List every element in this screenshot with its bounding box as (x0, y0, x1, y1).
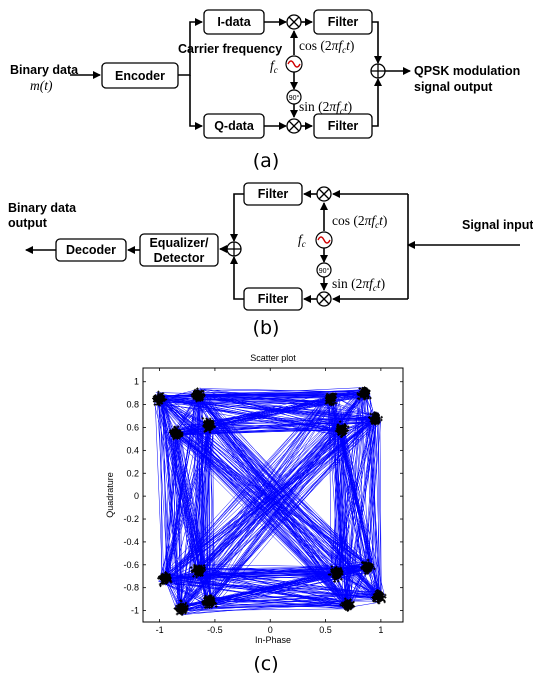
cluster-9 (157, 571, 173, 588)
diagram-b: Binary data output Filter Filter Signal … (8, 182, 533, 339)
cluster-8 (368, 411, 383, 426)
cluster-2 (190, 387, 206, 403)
filter-top-to-sum (230, 193, 244, 242)
cluster-13 (327, 565, 344, 583)
x-tick-label: 0 (268, 625, 273, 635)
equalizer-label-2: Detector (154, 251, 205, 265)
equalizer-label-1: Equalizer/ (149, 236, 209, 250)
fc-label-a: fc (270, 58, 278, 75)
summer-b-icon (226, 241, 242, 257)
y-axis-label: Quadrature (105, 472, 115, 518)
fc-label-b: fc (298, 232, 306, 249)
oscillator-icon (285, 55, 303, 73)
i-data-label: I-data (217, 15, 251, 29)
binary-output-label-2: output (8, 216, 48, 230)
cluster-3 (168, 425, 184, 441)
svg-text:90°: 90° (289, 94, 300, 102)
y-tick-label: 0 (134, 491, 139, 501)
constellation-points (152, 386, 387, 616)
q-path (189, 75, 203, 130)
phase-shifter-b-icon: 90° (316, 262, 332, 278)
cluster-7 (334, 420, 350, 438)
encoder-label: Encoder (115, 69, 165, 83)
y-tick-label: -0.8 (123, 583, 139, 593)
cluster-16 (371, 589, 387, 605)
y-tick-label: 0.2 (126, 468, 139, 478)
svg-text:90°: 90° (319, 267, 330, 275)
caption-a: (a) (253, 150, 279, 172)
mixer-i (286, 14, 302, 30)
filter-top-label: Filter (258, 187, 289, 201)
qpsk-output-label-2: signal output (414, 80, 493, 94)
filter-i-label: Filter (328, 15, 359, 29)
carrier-frequency-label: Carrier frequency (178, 42, 282, 56)
trajectory-path (153, 387, 386, 616)
filter-q-label: Filter (328, 119, 359, 133)
x-axis-label: In-Phase (255, 635, 291, 645)
trajectory-lines (153, 387, 386, 616)
y-tick-label: 0.4 (126, 445, 139, 455)
cluster-14 (360, 558, 376, 576)
caption-b: (b) (253, 317, 280, 339)
y-tick-label: -1 (131, 606, 139, 616)
sin-label-b: sin (2πfct) (332, 276, 385, 293)
mixer-q (286, 118, 302, 134)
x-tick-label: 0.5 (319, 625, 332, 635)
y-tick-label: 0.8 (126, 400, 139, 410)
x-tick-label: -0.5 (207, 625, 223, 635)
cos-label-b: cos (2πfct) (332, 213, 387, 230)
x-tick-label: -1 (156, 625, 164, 635)
cluster-11 (173, 599, 189, 616)
signal-input-label: Signal input (462, 218, 533, 232)
y-tick-label: -0.6 (123, 560, 139, 570)
chart-title: Scatter plot (250, 353, 296, 363)
summer-icon (370, 63, 386, 79)
filter-bottom-label: Filter (258, 292, 289, 306)
binary-data-label: Binary data (10, 63, 79, 77)
decoder-label: Decoder (66, 243, 116, 257)
cluster-10 (189, 563, 207, 579)
scatter-plot: Scatter plot -1 -0.5 0 0.5 1 -1 -0.8 -0.6 -0.4 -0… (105, 353, 404, 675)
y-tick-label: -0.2 (123, 514, 139, 524)
sin-label-a: sin (2πfct) (299, 99, 352, 116)
y-tick-label: 0.6 (126, 422, 139, 432)
axis-ticks: -1 -0.5 0 0.5 1 -1 -0.8 -0.6 -0.4 -0.2 0 0.2 0.4 0.6 0… (123, 368, 403, 635)
filter-q-to-sum (372, 78, 382, 127)
x-tick-label: 1 (378, 625, 383, 635)
cluster-6 (356, 386, 372, 401)
qpsk-output-label-1: QPSK modulation (414, 64, 520, 78)
filter-bottom-to-sum (230, 256, 244, 300)
y-tick-label: 1 (134, 377, 139, 387)
mixer-top (316, 186, 332, 202)
i-path (178, 18, 203, 76)
oscillator-b-icon (315, 231, 333, 249)
filter-i-to-sum (372, 21, 382, 64)
diagram-a: Binary data m(t) Encoder I-data Q-data F… (10, 9, 520, 172)
cluster-4 (201, 417, 216, 434)
cluster-1 (152, 390, 168, 407)
cluster-12 (201, 594, 218, 609)
q-data-label: Q-data (214, 119, 255, 133)
y-tick-label: -0.4 (123, 537, 139, 547)
cluster-15 (339, 597, 356, 612)
mt-label: m(t) (30, 78, 53, 93)
mixer-bottom (316, 291, 332, 307)
binary-output-label-1: Binary data (8, 201, 77, 215)
cluster-5 (324, 392, 338, 407)
caption-c: (c) (253, 653, 278, 675)
cos-label-a: cos (2πfct) (299, 38, 354, 55)
